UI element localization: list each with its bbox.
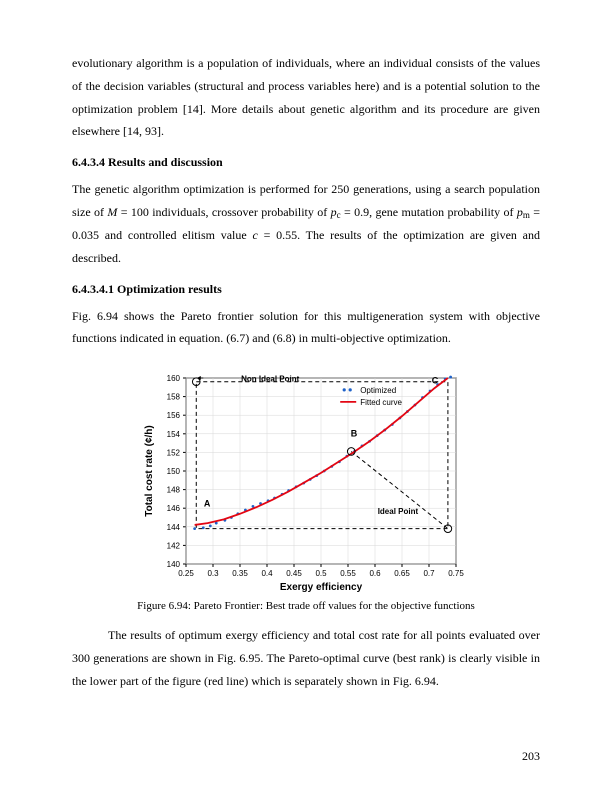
pareto-chart: 140 142 144 146 148 150 152 154 156 158 160 0.25 0.3…	[136, 364, 476, 594]
sub-m: m	[523, 210, 530, 220]
svg-text:0.3: 0.3	[207, 569, 219, 578]
paragraph-ga-params: The genetic algorithm optimization is pe…	[72, 178, 540, 269]
svg-text:0.6: 0.6	[369, 569, 381, 578]
svg-text:A: A	[204, 499, 211, 509]
paragraph-intro: evolutionary algorithm is a population o…	[72, 52, 540, 143]
svg-text:0.5: 0.5	[315, 569, 327, 578]
heading-results-discussion: 6.4.3.4 Results and discussion	[72, 155, 540, 170]
svg-text:148: 148	[167, 486, 181, 495]
svg-text:150: 150	[167, 467, 181, 476]
figure-caption: Figure 6.94: Pareto Frontier: Best trade…	[72, 600, 540, 612]
svg-text:0.65: 0.65	[394, 569, 410, 578]
svg-text:0.25: 0.25	[178, 569, 194, 578]
svg-text:0.4: 0.4	[261, 569, 273, 578]
svg-text:Fitted curve: Fitted curve	[360, 398, 402, 407]
svg-text:140: 140	[167, 560, 181, 569]
svg-text:Optimized: Optimized	[360, 386, 396, 395]
svg-text:156: 156	[167, 411, 181, 420]
svg-text:Exergy efficiency: Exergy efficiency	[280, 582, 363, 593]
svg-text:Total cost rate (¢/h): Total cost rate (¢/h)	[144, 426, 155, 518]
svg-text:154: 154	[167, 430, 181, 439]
svg-text:0.55: 0.55	[340, 569, 356, 578]
svg-text:Non Ideal Point: Non Ideal Point	[241, 375, 300, 384]
svg-text:B: B	[351, 429, 358, 439]
svg-text:Ideal Point: Ideal Point	[378, 507, 419, 516]
text: = 100 individuals, crossover probability…	[117, 205, 330, 219]
svg-text:0.7: 0.7	[423, 569, 435, 578]
var-M: M	[107, 205, 117, 219]
text: = 0.9, gene mutation probability of	[341, 205, 517, 219]
svg-text:0.75: 0.75	[448, 569, 464, 578]
paragraph-fig-desc: Fig. 6.94 shows the Pareto frontier solu…	[72, 305, 540, 351]
heading-optimization-results: 6.4.3.4.1 Optimization results	[72, 282, 540, 297]
svg-text:142: 142	[167, 542, 181, 551]
svg-text:158: 158	[167, 393, 181, 402]
svg-text:0.45: 0.45	[286, 569, 302, 578]
svg-text:0.35: 0.35	[232, 569, 248, 578]
svg-text:160: 160	[167, 374, 181, 383]
svg-text:152: 152	[167, 449, 181, 458]
svg-text:146: 146	[167, 504, 181, 513]
svg-text:144: 144	[167, 523, 181, 532]
svg-text:C: C	[432, 376, 439, 386]
paragraph-results: The results of optimum exergy efficiency…	[72, 624, 540, 692]
page-number: 203	[522, 749, 540, 764]
